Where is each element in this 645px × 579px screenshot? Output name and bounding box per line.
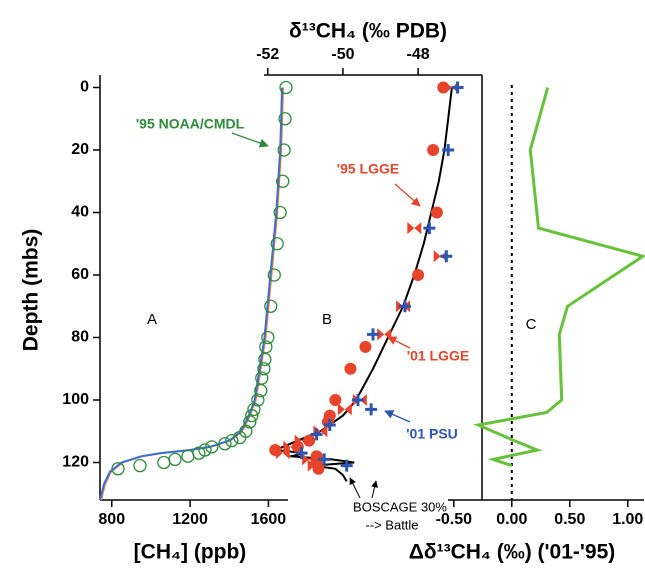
point bbox=[279, 80, 293, 95]
point bbox=[423, 222, 436, 235]
point bbox=[310, 428, 323, 441]
point bbox=[233, 430, 247, 445]
point bbox=[340, 459, 353, 472]
y-tick-label: 100 bbox=[62, 391, 89, 408]
point bbox=[245, 408, 259, 423]
point bbox=[218, 437, 232, 451]
point bbox=[243, 415, 257, 429]
label-arrow bbox=[384, 410, 411, 423]
series-label: '01 LGGE bbox=[407, 348, 469, 364]
point bbox=[323, 419, 336, 431]
point bbox=[440, 250, 453, 263]
point bbox=[442, 144, 455, 156]
point bbox=[247, 402, 261, 417]
point bbox=[205, 440, 219, 454]
x-tick-label: 0.50 bbox=[554, 511, 585, 528]
x-axis-title: Δδ¹³CH₄ (‰) ('01-'95) bbox=[409, 541, 616, 564]
point bbox=[430, 206, 443, 219]
point bbox=[412, 269, 425, 281]
point bbox=[198, 443, 212, 457]
label-arrow bbox=[387, 336, 411, 349]
point bbox=[258, 352, 272, 367]
point bbox=[344, 362, 357, 375]
x-axis-title: δ¹³CH₄ (‰ PDB) bbox=[289, 20, 447, 43]
point bbox=[277, 143, 291, 157]
series-label: '95 NOAA/CMDL bbox=[136, 116, 245, 132]
y-axis-title: Depth (mbs) bbox=[20, 229, 43, 352]
panel-label: A bbox=[147, 311, 157, 328]
x-tick-label: 1.00 bbox=[612, 511, 643, 528]
series-label: '95 LGGE bbox=[337, 161, 399, 177]
y-tick-label: 20 bbox=[71, 141, 89, 158]
annotation: BOSCAGE 30% bbox=[353, 499, 447, 514]
line bbox=[473, 87, 645, 468]
point bbox=[398, 300, 411, 313]
point bbox=[251, 393, 265, 407]
x-tick-label: -50 bbox=[331, 46, 354, 63]
panel-label: C bbox=[526, 316, 537, 333]
point bbox=[111, 462, 125, 476]
point bbox=[367, 328, 379, 341]
point bbox=[264, 299, 278, 313]
series bbox=[275, 81, 459, 472]
annotation-pointer bbox=[371, 480, 378, 499]
point bbox=[451, 81, 464, 94]
point bbox=[329, 394, 342, 406]
y-tick-label: 120 bbox=[62, 454, 89, 471]
point bbox=[427, 144, 440, 156]
point bbox=[270, 237, 284, 251]
point bbox=[181, 449, 195, 463]
point bbox=[133, 458, 147, 473]
point bbox=[318, 453, 331, 466]
series bbox=[111, 80, 293, 476]
y-tick-label: 60 bbox=[71, 266, 89, 283]
panel-label: B bbox=[322, 311, 332, 328]
point bbox=[351, 394, 364, 406]
series-label: '01 PSU bbox=[406, 426, 458, 442]
point bbox=[365, 403, 378, 416]
y-tick-label: 80 bbox=[71, 329, 89, 346]
x-tick-label: 1200 bbox=[172, 511, 208, 528]
point bbox=[307, 459, 322, 472]
annotation-pointer bbox=[349, 477, 361, 499]
point bbox=[337, 403, 352, 416]
point bbox=[267, 268, 281, 282]
x-tick-label: 800 bbox=[98, 511, 125, 528]
x-tick-label: -48 bbox=[407, 46, 430, 63]
point bbox=[295, 447, 308, 460]
series bbox=[295, 81, 464, 472]
x-tick-label: -0.50 bbox=[436, 511, 473, 528]
x-tick-label: 1600 bbox=[251, 511, 287, 528]
point bbox=[254, 383, 268, 398]
point bbox=[294, 434, 309, 447]
label-arrow bbox=[394, 183, 421, 207]
point bbox=[276, 174, 290, 188]
y-tick-label: 40 bbox=[71, 204, 89, 221]
point bbox=[302, 453, 317, 466]
label-arrow bbox=[231, 132, 269, 148]
point bbox=[225, 433, 239, 448]
x-tick-label: -52 bbox=[256, 46, 279, 63]
point bbox=[261, 330, 275, 345]
x-tick-label: 0.00 bbox=[496, 511, 527, 528]
point bbox=[359, 340, 372, 353]
y-tick-label: 0 bbox=[80, 79, 89, 96]
point bbox=[157, 455, 171, 470]
x-axis-title: [CH₄] (ppb) bbox=[134, 541, 247, 564]
point bbox=[407, 222, 422, 235]
series bbox=[473, 87, 645, 468]
annotation: --> Battle bbox=[365, 517, 418, 532]
point bbox=[278, 112, 292, 126]
point bbox=[273, 205, 287, 220]
point bbox=[275, 447, 290, 460]
point bbox=[257, 362, 271, 376]
